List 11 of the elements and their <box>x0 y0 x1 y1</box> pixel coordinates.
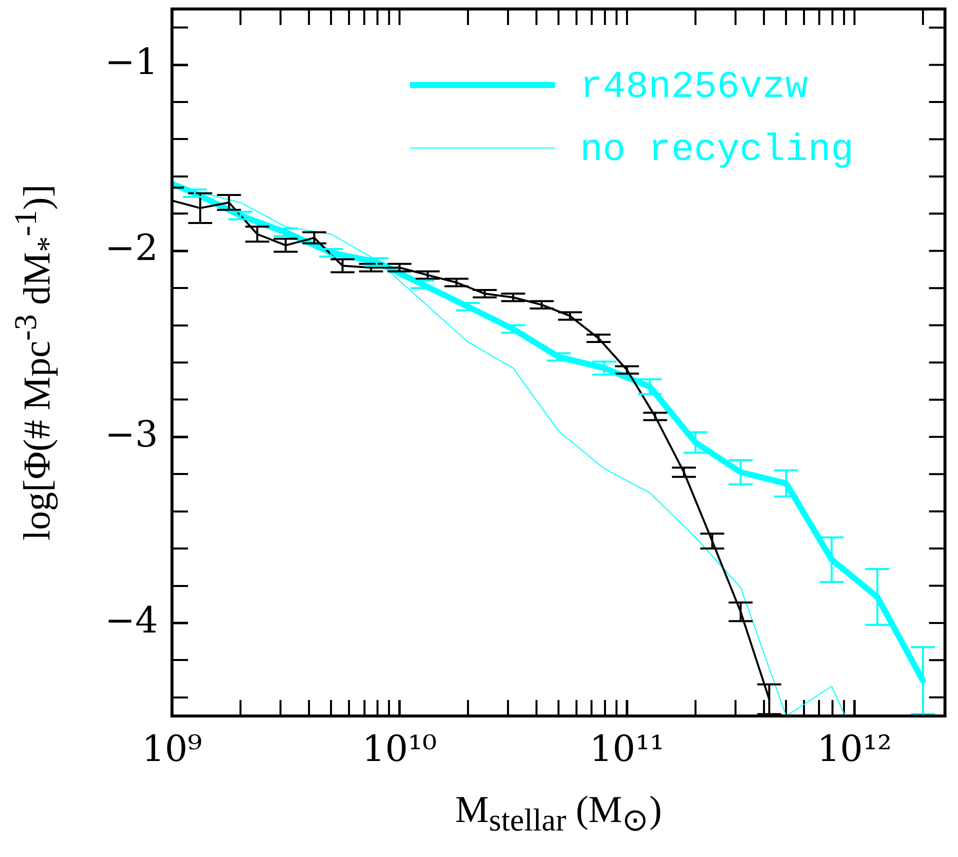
y-tick-label: −3 <box>104 414 158 456</box>
legend-label: no recycling <box>580 129 854 172</box>
legend-label: r48n256vzw <box>580 66 808 110</box>
y-tick-label: −4 <box>104 600 158 642</box>
x-tick-label: 10⁹ <box>142 728 202 770</box>
y-tick-label: −2 <box>104 228 158 270</box>
x-tick-label: 10¹¹ <box>590 728 664 770</box>
y-tick-label: −1 <box>104 42 158 84</box>
x-tick-label: 10¹⁰ <box>362 728 437 770</box>
x-axis-title: M$_{stellar}$ (M$_{⊙}$) <box>454 788 663 839</box>
x-tick-label: 10¹² <box>817 728 892 770</box>
